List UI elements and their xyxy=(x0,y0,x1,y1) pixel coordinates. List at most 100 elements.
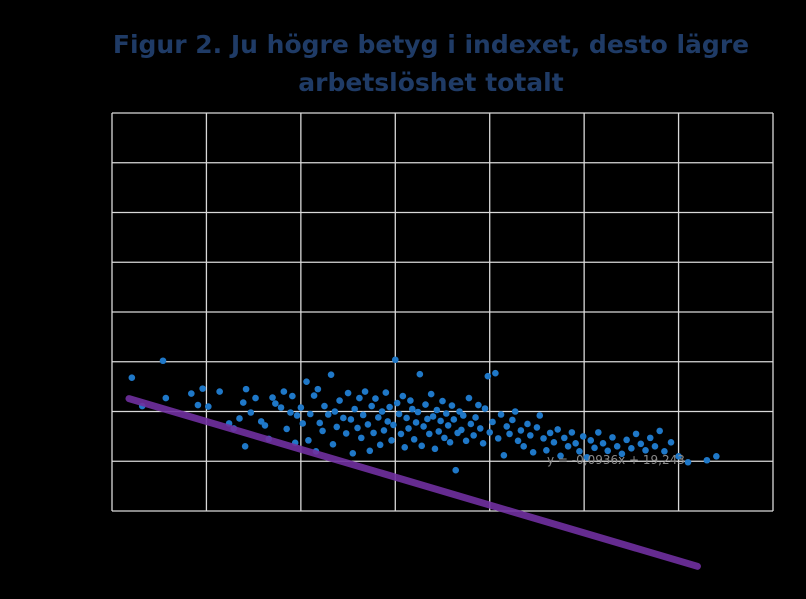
data-point xyxy=(632,430,640,438)
data-point xyxy=(384,418,392,425)
data-point xyxy=(492,369,499,377)
data-point xyxy=(307,410,314,418)
data-point xyxy=(509,416,516,424)
data-point xyxy=(527,432,534,439)
data-point xyxy=(442,410,450,417)
data-point xyxy=(546,429,554,437)
data-point xyxy=(344,389,352,397)
data-point xyxy=(500,451,508,459)
data-point xyxy=(511,408,519,415)
data-point xyxy=(162,394,170,402)
data-point xyxy=(475,401,482,409)
data-point xyxy=(529,448,537,456)
data-point xyxy=(331,408,339,415)
data-point xyxy=(239,399,247,406)
data-point xyxy=(459,412,467,419)
data-point xyxy=(661,448,668,455)
data-point xyxy=(517,427,525,434)
data-point xyxy=(489,418,496,426)
data-point xyxy=(446,439,454,446)
data-point xyxy=(623,436,630,444)
data-point xyxy=(656,427,663,435)
data-point xyxy=(374,414,382,421)
data-point xyxy=(347,416,355,423)
data-point xyxy=(303,378,310,385)
data-point xyxy=(503,423,511,430)
data-point xyxy=(319,427,326,435)
data-point xyxy=(572,440,579,447)
data-point xyxy=(324,411,332,418)
data-point xyxy=(194,401,202,409)
data-point xyxy=(637,440,645,448)
data-point xyxy=(310,392,318,399)
data-point xyxy=(422,401,429,408)
data-point xyxy=(416,370,424,378)
data-point xyxy=(297,404,305,411)
data-point xyxy=(429,413,437,420)
data-point xyxy=(372,395,379,402)
data-point xyxy=(388,437,395,444)
data-point xyxy=(470,432,477,439)
data-point xyxy=(465,394,473,402)
data-point xyxy=(314,385,322,393)
data-point xyxy=(333,423,341,431)
data-point xyxy=(450,416,458,423)
data-point xyxy=(684,458,692,466)
data-point xyxy=(540,435,547,442)
data-point xyxy=(340,414,347,422)
data-point xyxy=(327,371,335,378)
data-point xyxy=(613,443,621,450)
data-point xyxy=(420,423,427,430)
data-point xyxy=(651,443,659,450)
data-point xyxy=(386,403,393,411)
data-point xyxy=(261,422,269,429)
data-point xyxy=(550,439,558,446)
data-point xyxy=(336,397,343,404)
data-point xyxy=(393,399,401,407)
data-point xyxy=(604,447,612,455)
data-point xyxy=(479,440,487,447)
data-point xyxy=(283,425,290,433)
data-point xyxy=(412,419,420,426)
data-point xyxy=(321,402,328,410)
data-point xyxy=(382,389,390,396)
data-point xyxy=(378,408,386,415)
data-point xyxy=(299,420,307,427)
data-point xyxy=(533,424,541,431)
trendline xyxy=(125,395,701,570)
data-point xyxy=(433,406,441,414)
data-point xyxy=(395,410,403,418)
data-point xyxy=(561,434,568,442)
data-point xyxy=(356,394,363,402)
data-point xyxy=(128,374,136,381)
data-point xyxy=(391,356,399,364)
data-point xyxy=(316,419,324,427)
data-point xyxy=(543,447,550,454)
data-point xyxy=(628,445,635,452)
data-point xyxy=(351,405,358,413)
data-point xyxy=(272,400,279,407)
data-point xyxy=(557,452,564,460)
data-point xyxy=(524,420,531,428)
data-point xyxy=(595,429,602,436)
data-point xyxy=(514,437,522,445)
data-point xyxy=(361,388,369,395)
trendline-equation: y = -0,0936x + 19,243 xyxy=(547,453,685,467)
data-point xyxy=(713,452,720,460)
data-point xyxy=(425,430,433,438)
data-point xyxy=(435,428,443,435)
data-point xyxy=(410,436,418,443)
data-point xyxy=(329,441,337,448)
data-point xyxy=(359,411,367,419)
data-point xyxy=(366,447,374,455)
data-point xyxy=(242,385,250,393)
data-point xyxy=(667,439,675,446)
data-point xyxy=(599,440,607,447)
data-point xyxy=(418,442,426,450)
data-point xyxy=(444,422,452,429)
data-point xyxy=(448,402,456,409)
data-point xyxy=(342,430,350,437)
data-point xyxy=(159,357,167,365)
data-point xyxy=(289,392,296,400)
data-point xyxy=(405,425,412,432)
